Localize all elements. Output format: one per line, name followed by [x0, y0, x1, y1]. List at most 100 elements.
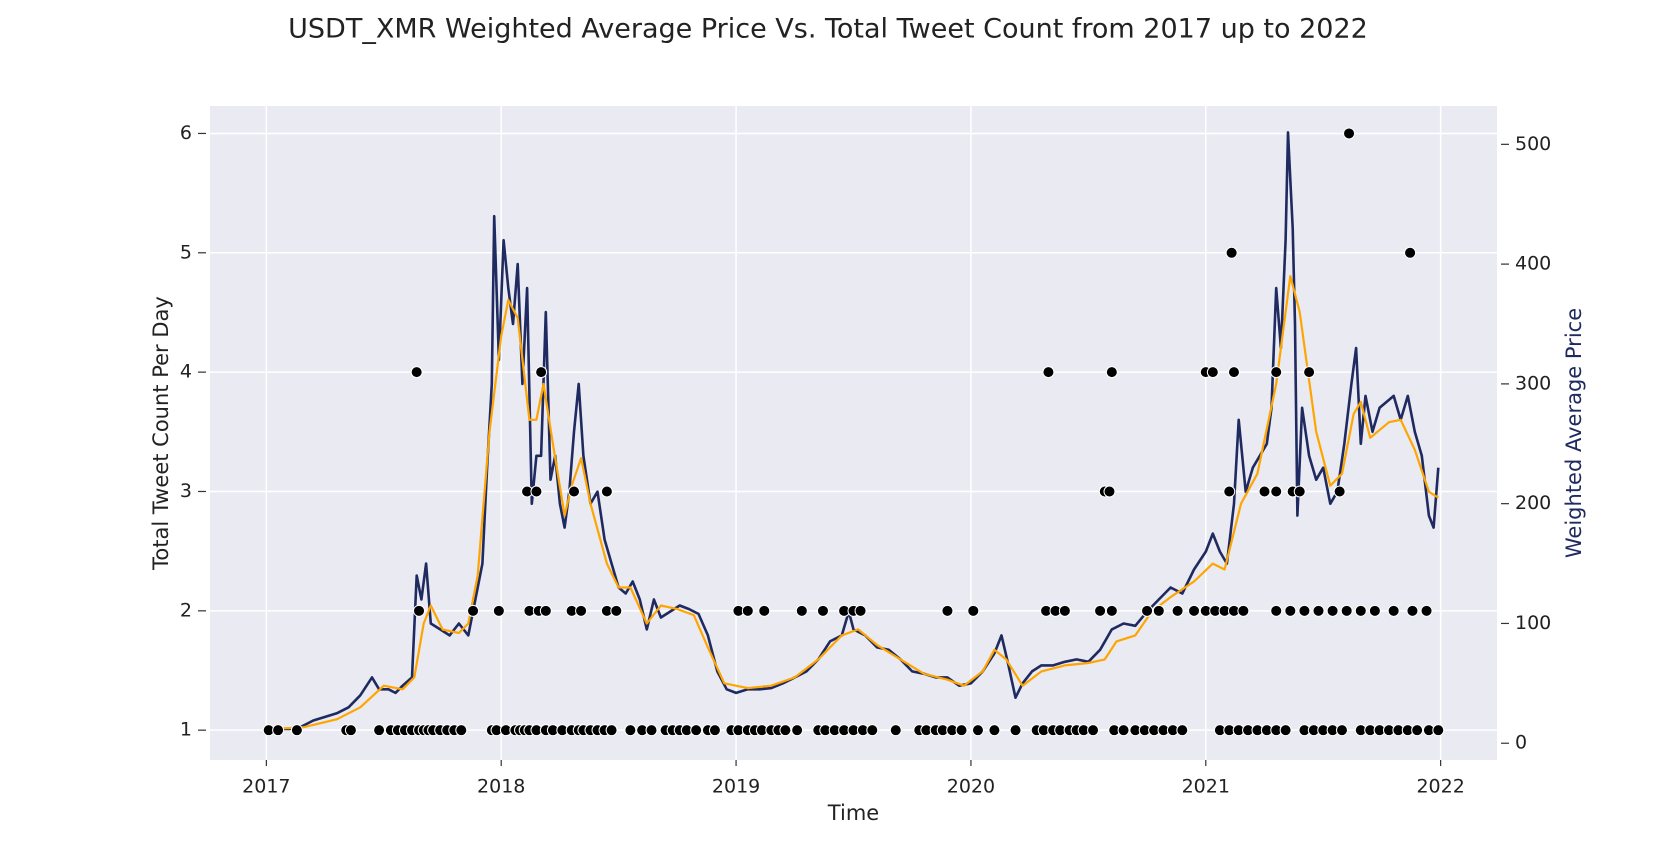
tweet-point [1270, 366, 1283, 379]
tweet-point [955, 724, 968, 737]
tweet-point [610, 604, 623, 617]
tweet-point [605, 724, 618, 737]
tweet-point [1117, 724, 1130, 737]
price-line [266, 275, 1439, 730]
tweet-point [373, 724, 386, 737]
tweet-point [1279, 724, 1292, 737]
tweet-point [1094, 604, 1107, 617]
tweet-point [866, 724, 879, 737]
plot-background [210, 106, 1497, 760]
tweet-point [1188, 604, 1201, 617]
tweet-point [1284, 604, 1297, 617]
x-tick-label: 2021 [1182, 776, 1230, 798]
tweet-point [535, 366, 548, 379]
tweet-point [1223, 485, 1236, 498]
y-tick-label: 2 [180, 599, 192, 621]
tweet-point [1171, 604, 1184, 617]
tweet-point [988, 724, 1001, 737]
tweet-point [1411, 724, 1424, 737]
tweet-point [1432, 724, 1445, 737]
tweet-point [741, 604, 754, 617]
y2-tick-label: 0 [1515, 732, 1527, 754]
y-axis-label: Total Tweet Count Per Day [149, 296, 173, 571]
tweet-point [889, 724, 902, 737]
tweet-point [1176, 724, 1189, 737]
tweet-point [1105, 604, 1118, 617]
y-tick-label: 3 [180, 480, 192, 502]
tweet-point [1237, 604, 1250, 617]
tweet-point [816, 604, 829, 617]
tweet-point [795, 604, 808, 617]
x-tick-label: 2022 [1416, 776, 1464, 798]
tweet-point [941, 604, 954, 617]
tweet-point [758, 604, 771, 617]
x-tick-label: 2018 [477, 776, 525, 798]
x-tick-label: 2017 [242, 776, 290, 798]
tweet-point [1326, 604, 1339, 617]
tweet-point [1270, 604, 1283, 617]
tweet-point [1258, 485, 1271, 498]
x-tick-label: 2020 [947, 776, 995, 798]
tweet-point [1105, 366, 1118, 379]
y-tick-label: 5 [180, 241, 192, 263]
tweet-point [539, 604, 552, 617]
y2-tick-label: 500 [1515, 133, 1551, 155]
tweet-point [690, 724, 703, 737]
tweet-point [1335, 724, 1348, 737]
tweet-point [1042, 366, 1055, 379]
tweet-point [410, 366, 423, 379]
tweet-point [1354, 604, 1367, 617]
tweet-point [1303, 366, 1316, 379]
tweet-point [791, 724, 804, 737]
tweet-point [1270, 485, 1283, 498]
tweet-point [1343, 127, 1356, 140]
tweet-point [1009, 724, 1022, 737]
tweet-point [492, 604, 505, 617]
tweet-point [1298, 604, 1311, 617]
tweet-point [1225, 246, 1238, 259]
x-axis-label: Time [827, 801, 879, 825]
tweet-point [272, 724, 285, 737]
y2-tick-label: 100 [1515, 612, 1551, 634]
tweet-point [1152, 604, 1165, 617]
y-tick-label: 1 [180, 719, 192, 741]
price-line [266, 131, 1440, 731]
tweet-point [645, 724, 658, 737]
tweet-point [1404, 246, 1417, 259]
y2-tick-label: 300 [1515, 372, 1551, 394]
tweet-point [600, 485, 613, 498]
tweet-point [290, 724, 303, 737]
tweet-point [1312, 604, 1325, 617]
tweet-point [568, 485, 581, 498]
tweet-point [1406, 604, 1419, 617]
tweet-point [1340, 604, 1353, 617]
tweet-point [530, 485, 543, 498]
tweet-point [971, 724, 984, 737]
y2-axis-label: Weighted Average Price [1562, 308, 1586, 558]
tweet-point [967, 604, 980, 617]
tweet-point [779, 724, 792, 737]
tweet-point [1227, 366, 1240, 379]
tweet-point [467, 604, 480, 617]
tweet-point [1420, 604, 1433, 617]
tweet-point [413, 604, 426, 617]
tweet-point [455, 724, 468, 737]
tweet-point [708, 724, 721, 737]
tweet-point [1387, 604, 1400, 617]
tweet-point [575, 604, 588, 617]
y2-tick-label: 200 [1515, 492, 1551, 514]
y2-tick-label: 400 [1515, 253, 1551, 275]
tweet-point [624, 724, 637, 737]
y-tick-label: 6 [180, 122, 192, 144]
x-tick-label: 2019 [712, 776, 760, 798]
tweet-point [1141, 604, 1154, 617]
tweet-point [1206, 366, 1219, 379]
tweet-point [1087, 724, 1100, 737]
tweet-point [1333, 485, 1346, 498]
tweet-point [344, 724, 357, 737]
tweet-point [1058, 604, 1071, 617]
tweet-point [1293, 485, 1306, 498]
tweet-point [1103, 485, 1116, 498]
chart-title: USDT_XMR Weighted Average Price Vs. Tota… [288, 14, 1368, 45]
